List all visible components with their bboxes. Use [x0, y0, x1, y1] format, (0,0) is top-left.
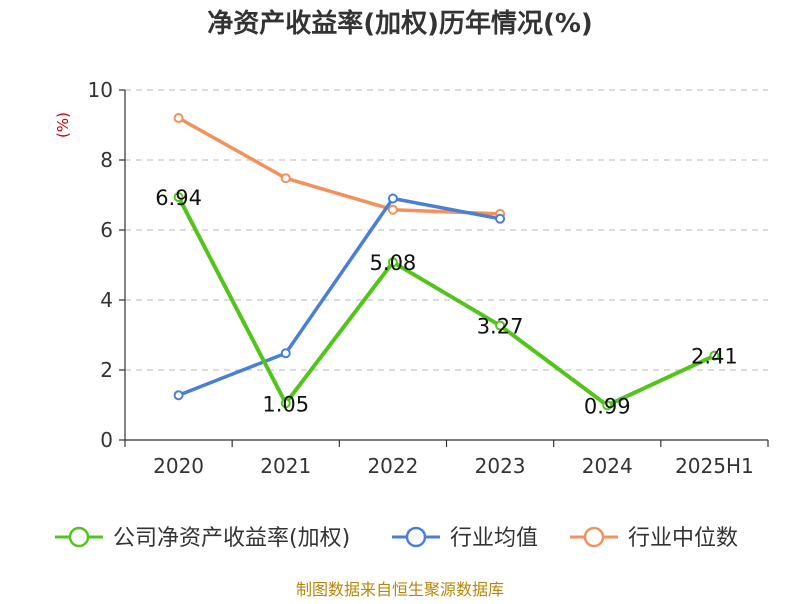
series-2 [173, 113, 506, 219]
source-note: 制图数据来自恒生聚源数据库 [296, 580, 504, 599]
data-label: 6.94 [155, 186, 202, 210]
data-point[interactable] [387, 193, 398, 204]
data-label: 0.99 [584, 394, 631, 418]
data-point[interactable] [387, 257, 398, 268]
x-tick-label: 2024 [582, 454, 633, 478]
x-tick-label: 2025H1 [675, 454, 754, 478]
data-label: 2.41 [691, 345, 738, 369]
legend[interactable]: 公司净资产收益率(加权) 行业均值 行业中位数 [55, 526, 738, 551]
x-tick-label: 2020 [153, 454, 204, 478]
data-point[interactable] [173, 192, 184, 203]
data-label: 5.08 [370, 251, 417, 275]
series-1 [173, 193, 506, 401]
data-label: 1.05 [262, 392, 309, 416]
y-tick-label: 2 [100, 358, 113, 382]
series-line [176, 196, 716, 408]
legend-item[interactable]: 公司净资产收益率(加权) [55, 526, 350, 551]
legend-item[interactable]: 行业中位数 [570, 526, 738, 551]
legend-label: 公司净资产收益率(加权) [113, 526, 350, 551]
y-axis-unit: (%) [54, 112, 72, 138]
data-point[interactable] [280, 398, 291, 409]
data-point[interactable] [602, 400, 613, 411]
data-point[interactable] [387, 204, 398, 215]
series-layer [173, 113, 720, 411]
y-tick-label: 0 [100, 428, 113, 452]
y-tick-label: 6 [100, 218, 113, 242]
series-line [177, 196, 501, 397]
data-point[interactable] [280, 173, 291, 184]
data-labels: 6.94 1.05 5.08 3.27 0.99 2.41 [155, 186, 738, 418]
axes: 0 2 4 6 8 10 2020 2021 2022 2023 2024 2025H1 [88, 78, 769, 478]
legend-item[interactable]: 行业均值 [392, 526, 538, 551]
series-0 [173, 192, 720, 411]
data-label: 3.27 [477, 315, 524, 339]
x-tick-label: 2023 [475, 454, 526, 478]
legend-swatch-marker [68, 526, 90, 548]
legend-swatch-marker [405, 526, 427, 548]
data-point[interactable] [495, 320, 506, 331]
series-line [177, 116, 501, 216]
y-tick-label: 8 [100, 148, 113, 172]
y-tick-label: 4 [100, 288, 113, 312]
legend-label: 行业中位数 [628, 526, 738, 551]
data-point[interactable] [173, 390, 184, 401]
legend-label: 行业均值 [450, 526, 538, 551]
data-point[interactable] [709, 350, 720, 361]
chart-title: 净资产收益率(加权)历年情况(%) [207, 8, 593, 39]
y-tick-label: 10 [88, 78, 113, 102]
legend-swatch-marker [583, 526, 605, 548]
x-tick-label: 2022 [367, 454, 418, 478]
data-point[interactable] [495, 213, 506, 224]
data-point[interactable] [280, 348, 291, 359]
grid-lines [125, 89, 768, 371]
x-tick-label: 2021 [260, 454, 311, 478]
data-point[interactable] [173, 113, 184, 123]
